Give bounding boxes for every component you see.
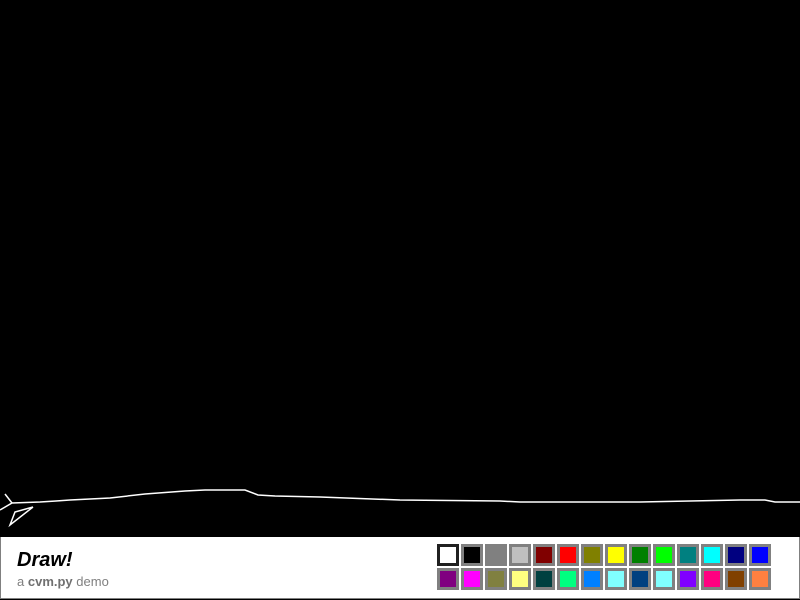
color-swatch[interactable] xyxy=(725,544,747,566)
color-swatch[interactable] xyxy=(485,544,507,566)
color-swatch[interactable] xyxy=(509,544,531,566)
color-swatch[interactable] xyxy=(629,544,651,566)
color-swatch[interactable] xyxy=(557,568,579,590)
color-swatch[interactable] xyxy=(605,544,627,566)
color-swatch[interactable] xyxy=(581,544,603,566)
color-swatch[interactable] xyxy=(461,544,483,566)
drawn-stroke xyxy=(0,489,800,528)
app-title: Draw! xyxy=(17,549,73,571)
subtitle-brand: cvm.py xyxy=(27,574,73,589)
color-swatch[interactable] xyxy=(677,568,699,590)
color-swatch[interactable] xyxy=(461,568,483,590)
color-swatch[interactable] xyxy=(701,568,723,590)
drawing-canvas[interactable] xyxy=(0,0,800,537)
subtitle-suffix: demo xyxy=(76,574,109,589)
color-swatch[interactable] xyxy=(749,544,771,566)
color-swatch[interactable] xyxy=(749,568,771,590)
color-swatch[interactable] xyxy=(653,544,675,566)
color-swatch[interactable] xyxy=(581,568,603,590)
color-swatch[interactable] xyxy=(509,568,531,590)
color-swatch[interactable] xyxy=(605,568,627,590)
color-swatch[interactable] xyxy=(677,544,699,566)
color-swatch[interactable] xyxy=(701,544,723,566)
color-swatch[interactable] xyxy=(485,568,507,590)
color-swatch[interactable] xyxy=(557,544,579,566)
subtitle-prefix: a xyxy=(17,574,25,589)
color-swatch[interactable] xyxy=(437,544,459,566)
bottom-panel: Draw! a cvm.py demo xyxy=(0,537,800,599)
color-swatch[interactable] xyxy=(629,568,651,590)
color-swatch[interactable] xyxy=(725,568,747,590)
color-swatch[interactable] xyxy=(533,568,555,590)
color-swatch[interactable] xyxy=(437,568,459,590)
color-palette xyxy=(437,544,771,590)
app-subtitle: a cvm.py demo xyxy=(17,574,109,589)
color-swatch[interactable] xyxy=(533,544,555,566)
color-swatch[interactable] xyxy=(653,568,675,590)
